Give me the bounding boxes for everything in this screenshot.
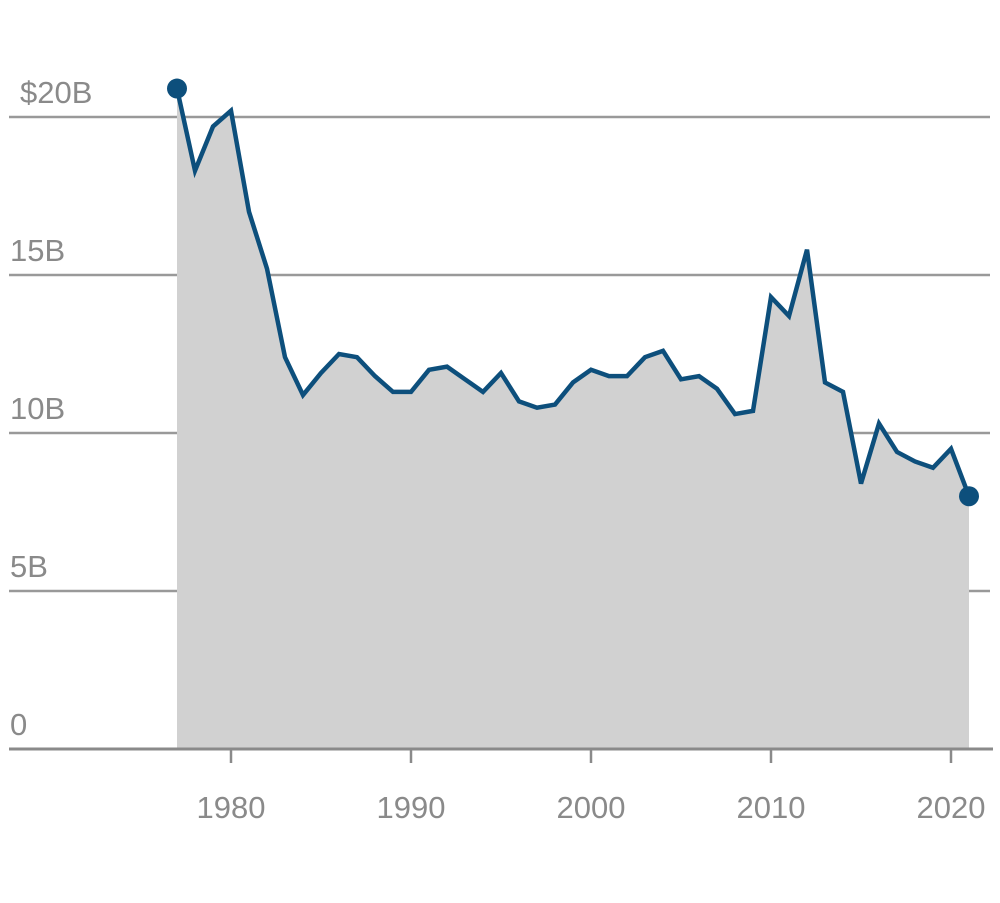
x-tick-label: 2000 [557,790,626,825]
x-tick-label: 1980 [197,790,266,825]
y-tick-label: 10B [10,391,65,426]
y-axis-labels: 0 5B 10B 15B $20B [10,75,92,742]
endpoint-marker [167,78,187,99]
y-tick-label: 5B [10,549,48,584]
y-tick-label: 15B [10,233,65,268]
endpoint-marker [959,486,979,507]
y-tick-label: $20B [20,75,92,110]
x-tick-label: 1990 [377,790,446,825]
area-fill [177,88,969,749]
x-tick-label: 2020 [917,790,986,825]
endpoint-markers [167,78,979,507]
data-line [174,88,972,497]
y-tick-label: 0 [10,707,27,742]
x-tick-label: 2010 [737,790,806,825]
x-axis-ticks: 1980 1990 2000 2010 2020 [197,749,986,825]
